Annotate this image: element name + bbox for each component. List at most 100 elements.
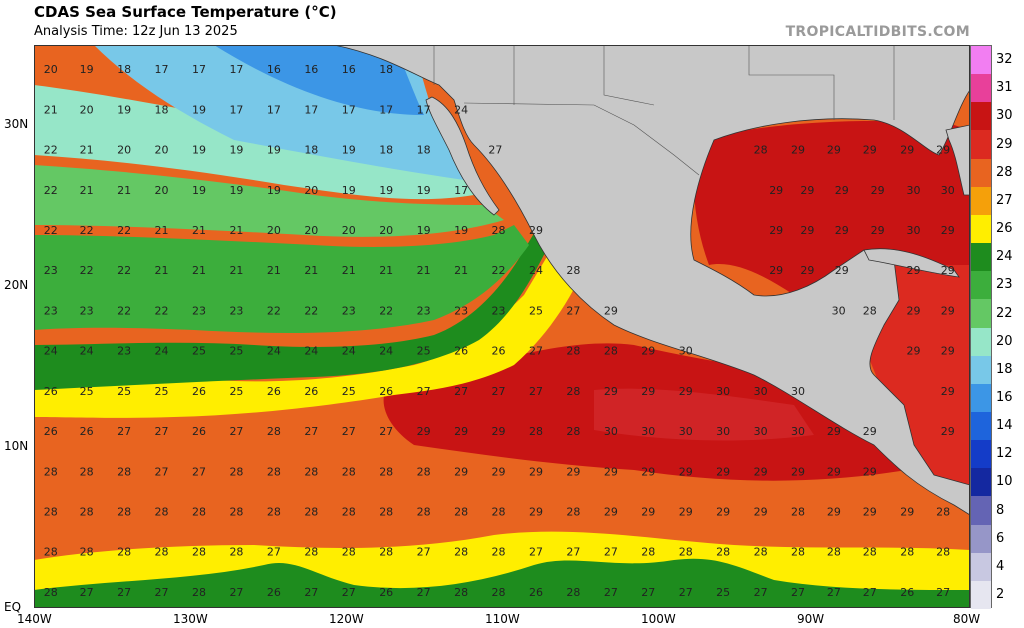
colorbar-label: 31 xyxy=(996,80,1013,96)
band-23 xyxy=(34,225,529,333)
sst-value: 27 xyxy=(529,546,543,559)
sst-value: 28 xyxy=(566,425,580,438)
sst-value: 29 xyxy=(641,385,655,398)
colorbar-label: 28 xyxy=(996,164,1013,180)
sst-value: 24 xyxy=(44,345,58,358)
colorbar-label: 32 xyxy=(996,52,1013,68)
sst-value: 23 xyxy=(454,304,468,317)
sst-value: 28 xyxy=(80,546,94,559)
sst-value: 27 xyxy=(529,385,543,398)
sst-value: 28 xyxy=(492,505,506,518)
sst-value: 27 xyxy=(342,425,356,438)
sst-value: 21 xyxy=(155,224,169,237)
sst-value: 29 xyxy=(863,144,877,157)
sst-value: 17 xyxy=(229,63,243,76)
sst-value: 29 xyxy=(827,425,841,438)
lon-label: 140W xyxy=(17,612,52,626)
sst-value: 27 xyxy=(117,425,131,438)
sst-value: 29 xyxy=(529,465,543,478)
sst-value: 28 xyxy=(604,345,618,358)
sst-value: 28 xyxy=(863,304,877,317)
sst-value: 28 xyxy=(304,505,318,518)
sst-value: 23 xyxy=(192,304,206,317)
sst-value: 27 xyxy=(791,586,805,599)
sst-value: 29 xyxy=(863,505,877,518)
sst-value: 22 xyxy=(379,304,393,317)
sst-value: 27 xyxy=(80,586,94,599)
sst-value: 21 xyxy=(192,264,206,277)
sst-value: 28 xyxy=(117,505,131,518)
colorbar-label: 23 xyxy=(996,277,1013,293)
sst-value: 29 xyxy=(492,425,506,438)
colorbar-swatch xyxy=(971,524,991,554)
lon-label: 90W xyxy=(797,612,825,626)
sst-value: 29 xyxy=(754,465,768,478)
sst-value: 29 xyxy=(941,385,955,398)
sst-value: 25 xyxy=(117,385,131,398)
colorbar-swatch xyxy=(971,468,991,497)
sst-value: 24 xyxy=(267,345,281,358)
sst-value: 27 xyxy=(229,586,243,599)
sst-value: 22 xyxy=(492,264,506,277)
sst-value: 30 xyxy=(906,184,920,197)
sst-value: 19 xyxy=(229,144,243,157)
sst-value: 28 xyxy=(566,586,580,599)
sst-value: 29 xyxy=(800,224,814,237)
sst-value: 30 xyxy=(679,345,693,358)
sst-value: 29 xyxy=(900,505,914,518)
sst-value: 26 xyxy=(379,385,393,398)
sst-value: 28 xyxy=(754,144,768,157)
colorbar-swatch xyxy=(971,271,991,300)
sst-value: 27 xyxy=(863,586,877,599)
sst-value: 28 xyxy=(936,546,950,559)
colorbar-swatch xyxy=(971,355,991,385)
sst-value: 29 xyxy=(906,304,920,317)
sst-value: 25 xyxy=(155,385,169,398)
sst-value: 26 xyxy=(492,345,506,358)
sst-value: 28 xyxy=(566,385,580,398)
sst-value: 29 xyxy=(906,264,920,277)
sst-value: 18 xyxy=(304,144,318,157)
colorbar-label: 18 xyxy=(996,361,1013,377)
band-24-north xyxy=(34,225,554,390)
sst-value: 26 xyxy=(44,425,58,438)
sst-value: 27 xyxy=(454,385,468,398)
sst-value: 29 xyxy=(791,465,805,478)
sst-value: 28 xyxy=(900,546,914,559)
sst-value: 22 xyxy=(117,304,131,317)
sst-value: 29 xyxy=(454,465,468,478)
sst-value: 28 xyxy=(417,505,431,518)
sst-value: 29 xyxy=(604,304,618,317)
colorbar-label: 16 xyxy=(996,389,1013,405)
sst-value: 29 xyxy=(641,345,655,358)
sst-map: 20 19 18 17 17 17 16 16 16 18 21 20 19 18 19 17 17 17 17 17… xyxy=(34,45,970,608)
sst-value: 19 xyxy=(267,184,281,197)
sst-value: 30 xyxy=(754,425,768,438)
sst-value: 22 xyxy=(44,144,58,157)
colorbar-swatch xyxy=(971,214,991,244)
colorbar-swatch xyxy=(971,74,991,103)
map-frame xyxy=(34,45,970,608)
sst-value: 30 xyxy=(791,385,805,398)
sst-value: 28 xyxy=(117,465,131,478)
sst-value: 25 xyxy=(342,385,356,398)
sst-value: 28 xyxy=(492,546,506,559)
sst-value: 29 xyxy=(679,465,693,478)
sst-value: 28 xyxy=(192,505,206,518)
sst-value: 19 xyxy=(417,184,431,197)
sst-value: 18 xyxy=(117,63,131,76)
sst-value: 23 xyxy=(342,304,356,317)
sst-value: 21 xyxy=(342,264,356,277)
sst-value: 28 xyxy=(342,546,356,559)
sst-value: 25 xyxy=(716,586,730,599)
sst-value: 29 xyxy=(604,385,618,398)
sst-value: 28 xyxy=(155,546,169,559)
sst-value: 28 xyxy=(155,505,169,518)
sst-value: 21 xyxy=(155,264,169,277)
sst-value: 28 xyxy=(936,505,950,518)
sst-value: 23 xyxy=(80,304,94,317)
sst-value: 18 xyxy=(379,144,393,157)
sst-value: 20 xyxy=(44,63,58,76)
warm-core xyxy=(594,388,814,441)
sst-value: 27 xyxy=(304,586,318,599)
